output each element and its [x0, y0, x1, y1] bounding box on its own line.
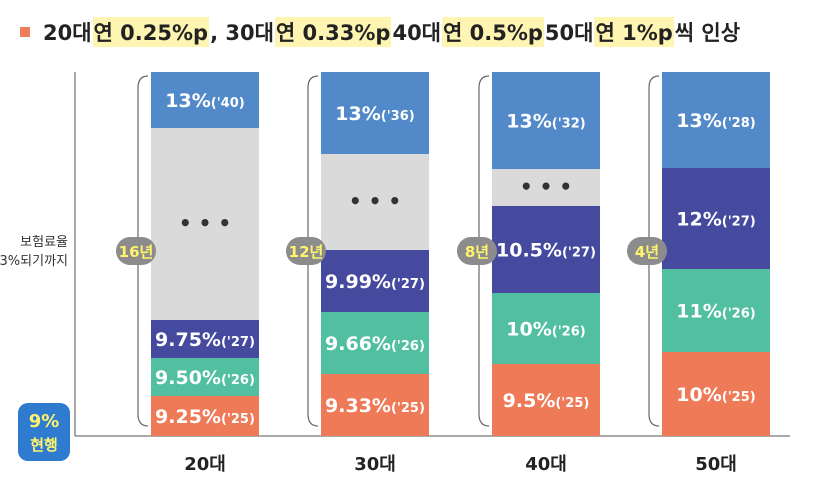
segment-rate: 9.99%	[325, 271, 391, 293]
segment-label: 9.75%('27)	[155, 329, 255, 351]
segment-year: ('32)	[552, 117, 586, 132]
segment-year: ('40)	[211, 96, 245, 111]
y-axis-label: 보험료율	[20, 235, 68, 250]
title-part: 50대	[544, 21, 594, 45]
segment-rate: 13%	[165, 90, 210, 112]
title-bullet-icon	[20, 27, 30, 37]
segment-label: 10%('26)	[506, 319, 585, 341]
bar-segment-orange	[662, 352, 770, 436]
segment-label: 9.66%('26)	[325, 333, 425, 355]
segment-year: ('26)	[391, 339, 425, 354]
segment-label: 13%('28)	[676, 110, 755, 132]
segment-year: ('25)	[391, 401, 425, 416]
years-badge-label: 12년	[289, 243, 324, 261]
segment-rate: 10%	[506, 319, 551, 341]
segment-label: 10.5%('27)	[496, 240, 596, 262]
segment-label: 13%('40)	[165, 90, 244, 112]
title-part: 40대	[392, 21, 441, 45]
category-label: 30대	[354, 454, 396, 475]
segment-rate: 9.50%	[155, 367, 221, 389]
bar-segment-teal	[321, 312, 429, 374]
current-rate-value: 9%	[29, 411, 60, 432]
segment-rate: 13%	[506, 111, 551, 133]
segment-year: ('28)	[722, 116, 756, 131]
ellipsis-label: • • •	[520, 175, 572, 199]
segment-label: 13%('36)	[335, 103, 414, 125]
current-rate-label: 현행	[30, 436, 58, 454]
segment-rate: 9.75%	[155, 329, 221, 351]
bar-segment-orange	[492, 364, 600, 436]
y-axis-label: 13%되기까지	[0, 254, 68, 269]
years-badge	[457, 237, 497, 265]
category-label: 40대	[525, 454, 567, 475]
ellipsis-label: • • •	[349, 189, 401, 213]
segment-label: 11%('26)	[676, 301, 755, 323]
segment-year: ('27)	[391, 277, 425, 292]
years-badge	[627, 237, 667, 265]
segment-rate: 9.25%	[155, 406, 221, 428]
years-badge-label: 8년	[465, 243, 489, 261]
bar-segment-teal	[151, 358, 259, 396]
title-part: 연 0.25%p	[92, 17, 210, 47]
segment-rate: 13%	[676, 110, 721, 132]
bar-segment-teal	[662, 269, 770, 352]
category-label: 50대	[695, 454, 737, 475]
segment-label: 10%('25)	[676, 384, 755, 406]
bar-segment-navy	[151, 320, 259, 358]
title-part: 연 1%p	[594, 17, 674, 47]
title-part: , 30대	[210, 21, 274, 45]
category-label: 20대	[184, 454, 226, 475]
bar-segment-blue	[151, 72, 259, 128]
segment-label: 9.25%('25)	[155, 406, 255, 428]
segment-label: 9.5%('25)	[503, 390, 590, 412]
bar-segment-navy	[492, 206, 600, 293]
chart-title: 20대 연 0.25%p, 30대 연 0.33%p 40대 연 0.5%p 5…	[20, 14, 741, 50]
segment-year: ('25)	[221, 412, 255, 427]
segment-year: ('26)	[221, 373, 255, 388]
segment-rate: 11%	[676, 301, 721, 323]
segment-rate: 10%	[676, 384, 721, 406]
current-rate-badge	[18, 403, 70, 461]
bar-segment-blue	[321, 72, 429, 154]
years-badge	[116, 237, 156, 265]
segment-year: ('26)	[552, 325, 586, 340]
bar-segment-gray	[492, 169, 600, 206]
title-part: 20대	[43, 21, 92, 45]
segment-rate: 10.5%	[496, 240, 562, 262]
title-part: 씩 인상	[674, 21, 741, 45]
segment-year: ('36)	[381, 109, 415, 124]
title-part: 연 0.5%p	[442, 17, 544, 47]
years-badge-label: 16년	[119, 243, 154, 261]
bar-segment-gray	[321, 154, 429, 250]
segment-label: 9.33%('25)	[325, 395, 425, 417]
bar-segment-gray	[151, 128, 259, 320]
title-part: 연 0.33%p	[274, 17, 392, 47]
bar-segment-blue	[662, 72, 770, 168]
years-badge	[286, 237, 326, 265]
bar-segment-orange	[151, 396, 259, 436]
segment-label: 9.50%('26)	[155, 367, 255, 389]
segment-year: ('25)	[722, 390, 756, 405]
bar-segment-teal	[492, 293, 600, 364]
segment-rate: 13%	[335, 103, 380, 125]
segment-rate: 9.66%	[325, 333, 391, 355]
segment-label: 9.99%('27)	[325, 271, 425, 293]
bar-segment-navy	[321, 250, 429, 312]
segment-rate: 9.5%	[503, 390, 556, 412]
bar-segment-blue	[492, 72, 600, 169]
segment-year: ('27)	[562, 246, 596, 261]
segment-year: ('26)	[722, 307, 756, 322]
years-badge-label: 4년	[635, 243, 659, 261]
segment-rate: 12%	[676, 209, 721, 231]
segment-rate: 9.33%	[325, 395, 391, 417]
segment-label: 12%('27)	[676, 209, 755, 231]
segment-year: ('27)	[722, 215, 756, 230]
ellipsis-label: • • •	[179, 211, 231, 235]
bar-segment-orange	[321, 374, 429, 436]
segment-year: ('25)	[555, 396, 589, 411]
segment-label: 13%('32)	[506, 111, 585, 133]
segment-year: ('27)	[221, 335, 255, 350]
bar-segment-navy	[662, 168, 770, 269]
